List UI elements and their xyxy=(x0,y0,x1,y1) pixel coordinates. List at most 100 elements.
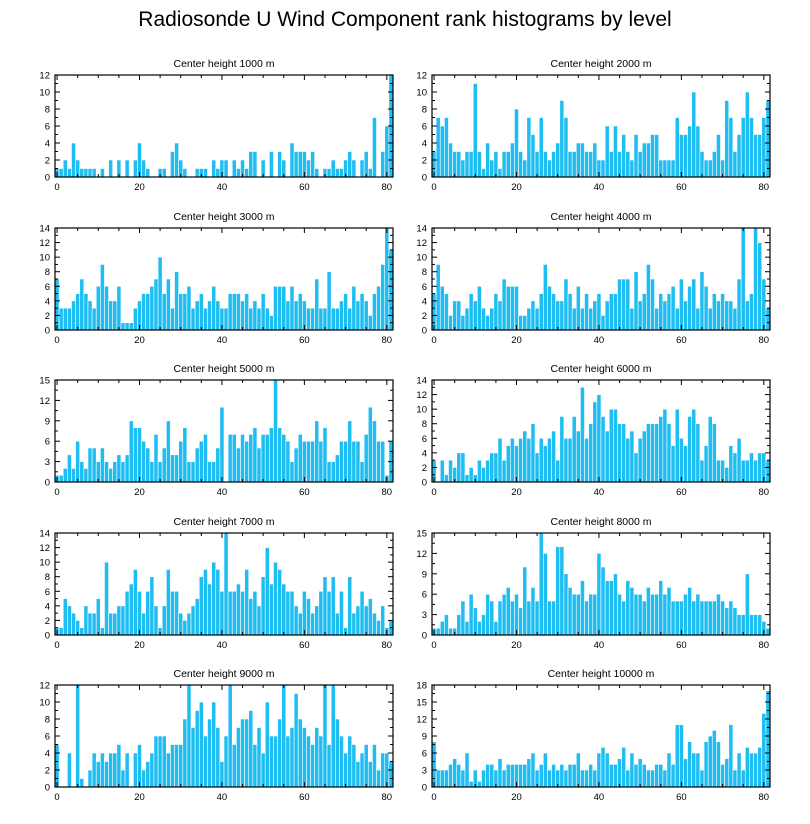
histogram-bar xyxy=(444,769,449,788)
histogram-bar xyxy=(744,300,750,331)
histogram-bar xyxy=(716,300,721,331)
x-tick-label: 20 xyxy=(511,640,522,651)
histogram-bar xyxy=(198,701,204,788)
histogram-bar xyxy=(711,151,717,178)
histogram-bar xyxy=(514,108,519,178)
histogram-bar xyxy=(448,627,453,636)
histogram-bar xyxy=(493,293,499,331)
histogram-bar xyxy=(567,151,573,178)
histogram-bar xyxy=(736,752,742,788)
histogram-bar xyxy=(108,752,114,788)
histogram-bar xyxy=(555,300,561,331)
histogram-bar xyxy=(104,285,109,331)
histogram-bar xyxy=(728,300,734,331)
x-tick-label: 60 xyxy=(676,335,687,346)
histogram-bar xyxy=(326,461,332,483)
y-tick-label: 9 xyxy=(422,569,427,580)
histogram-bar xyxy=(670,159,676,178)
x-tick-label: 60 xyxy=(676,182,687,193)
histogram-bar xyxy=(198,576,204,636)
histogram-bar xyxy=(765,627,771,636)
histogram-bar xyxy=(248,710,254,788)
histogram-bar xyxy=(481,769,486,788)
histogram-bar xyxy=(505,151,511,178)
histogram-bar xyxy=(289,590,295,636)
histogram-bar xyxy=(306,598,311,636)
histogram-bar xyxy=(174,142,179,178)
histogram-bar xyxy=(753,752,758,788)
histogram-bar xyxy=(679,134,684,178)
chart-title: Radiosonde U Wind Component rank histogr… xyxy=(138,8,672,31)
histogram-bar xyxy=(477,621,482,636)
histogram-bar xyxy=(497,168,503,178)
histogram-bar xyxy=(670,600,676,636)
histogram-bar xyxy=(724,758,730,788)
histogram-bar xyxy=(289,461,295,483)
histogram-bar xyxy=(87,300,93,331)
histogram-bar xyxy=(273,379,278,483)
histogram-bar xyxy=(674,307,680,331)
histogram-bar xyxy=(347,151,353,178)
histogram-bar xyxy=(219,406,225,483)
histogram-bar xyxy=(174,744,179,788)
histogram-bar xyxy=(757,242,763,331)
histogram-bar xyxy=(182,718,188,788)
histogram-bar xyxy=(178,612,184,636)
histogram-bar xyxy=(489,600,495,636)
panel-title: Center height 5000 m xyxy=(174,363,275,375)
histogram-bar xyxy=(207,300,212,331)
histogram-bar xyxy=(347,420,353,483)
histogram-bar xyxy=(510,600,515,636)
y-tick-label: 6 xyxy=(45,587,50,598)
histogram-bar xyxy=(662,159,668,178)
histogram-bar xyxy=(178,744,184,788)
histogram-bar xyxy=(231,590,237,636)
histogram-bar xyxy=(149,576,155,636)
histogram-bar xyxy=(384,125,390,178)
y-tick-label: 0 xyxy=(45,478,50,489)
histogram-bar xyxy=(666,587,672,636)
panel-9: Center height 9000 m 0 20 40 60 80 0 2 4 6 8 10 12 xyxy=(39,668,394,803)
histogram-bar xyxy=(277,427,283,483)
histogram-bar xyxy=(363,434,369,483)
histogram-bar xyxy=(161,447,167,483)
histogram-bar xyxy=(153,278,159,331)
x-tick-label: 60 xyxy=(676,792,687,803)
histogram-bar xyxy=(481,307,486,331)
histogram-bar xyxy=(87,168,93,178)
histogram-bar xyxy=(468,151,474,178)
histogram-bar xyxy=(724,607,730,636)
histogram-bar xyxy=(112,752,118,788)
histogram-bar xyxy=(75,684,81,788)
histogram-bar xyxy=(699,271,705,331)
y-tick-label: 12 xyxy=(39,396,50,407)
histogram-bar xyxy=(464,621,470,636)
histogram-bar xyxy=(79,278,85,331)
histogram-bar xyxy=(67,168,72,178)
histogram-bar xyxy=(650,593,655,636)
histogram-bar xyxy=(269,735,274,788)
histogram-bar xyxy=(646,264,651,331)
histogram-bar xyxy=(575,752,581,788)
histogram-bar xyxy=(145,447,151,483)
histogram-bar xyxy=(456,300,462,331)
histogram-bar xyxy=(174,454,179,483)
histogram-bar xyxy=(91,752,97,788)
histogram-bar xyxy=(691,408,697,483)
histogram-bar xyxy=(757,614,763,636)
histogram-bar xyxy=(198,293,204,331)
histogram-bar xyxy=(633,134,639,178)
histogram-bar xyxy=(456,151,462,178)
histogram-bar xyxy=(355,605,361,636)
histogram-bar xyxy=(231,293,237,331)
histogram-bar xyxy=(695,125,701,178)
x-tick-label: 20 xyxy=(511,487,522,498)
histogram-bar xyxy=(567,764,573,788)
histogram-bar xyxy=(252,744,258,788)
histogram-bar xyxy=(367,315,373,331)
y-tick-label: 10 xyxy=(39,558,50,569)
histogram-bar xyxy=(530,134,536,178)
histogram-bar xyxy=(203,735,208,788)
histogram-bar xyxy=(207,718,212,788)
